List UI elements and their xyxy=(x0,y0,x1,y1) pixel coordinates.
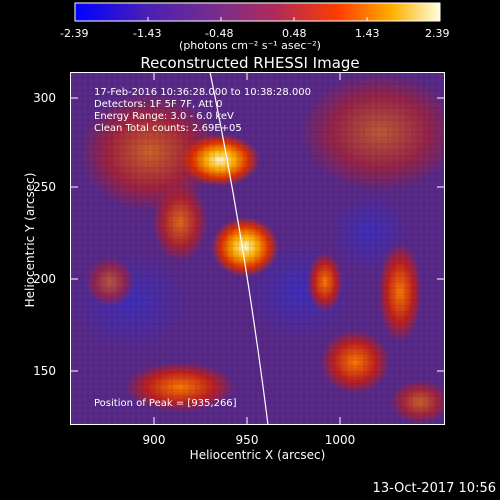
solar-limb xyxy=(209,72,269,425)
detectors-info: Detectors: 1F 5F 7F, Att 0 xyxy=(94,99,223,110)
y-tick-label: 150 xyxy=(33,364,56,378)
y-tick-label: 300 xyxy=(33,91,56,105)
clean-counts: Clean Total counts: 2.69E+05 xyxy=(94,123,242,134)
y-tick-label: 250 xyxy=(33,180,56,194)
x-tick-label: 900 xyxy=(142,433,166,447)
colorbar-tick: 1.43 xyxy=(355,27,380,40)
x-tick-label: 1000 xyxy=(324,433,356,447)
peak-position: Position of Peak = [935,266] xyxy=(94,398,237,409)
y-axis-ticks xyxy=(70,97,445,372)
y-axis-label: Heliocentric Y (arcsec) xyxy=(23,172,37,308)
energy-range: Energy Range: 3.0 - 6.0 keV xyxy=(94,111,234,122)
colorbar-tick: -2.39 xyxy=(60,27,89,40)
image-title: Reconstructed RHESSI Image xyxy=(140,54,360,72)
generation-timestamp: 13-Oct-2017 10:56 xyxy=(372,481,496,496)
y-tick-label: 200 xyxy=(33,272,56,286)
colorbar-tick: 2.39 xyxy=(425,27,450,40)
colorbar xyxy=(74,2,441,22)
colorbar-tick: -1.43 xyxy=(133,27,162,40)
colorbar-unit: (photons cm⁻² s⁻¹ asec⁻²) xyxy=(179,39,321,52)
time-range: 17-Feb-2016 10:36:28.000 to 10:38:28.000 xyxy=(94,87,312,98)
colorbar-gradient xyxy=(74,2,441,22)
x-axis-ticks xyxy=(153,72,341,425)
x-axis-label: Heliocentric X (arcsec) xyxy=(189,448,326,462)
x-tick-label: 950 xyxy=(235,433,259,447)
colorbar-tick: 0.48 xyxy=(282,27,307,40)
rhessi-image xyxy=(70,72,445,425)
colorbar-tick: -0.48 xyxy=(205,27,234,40)
